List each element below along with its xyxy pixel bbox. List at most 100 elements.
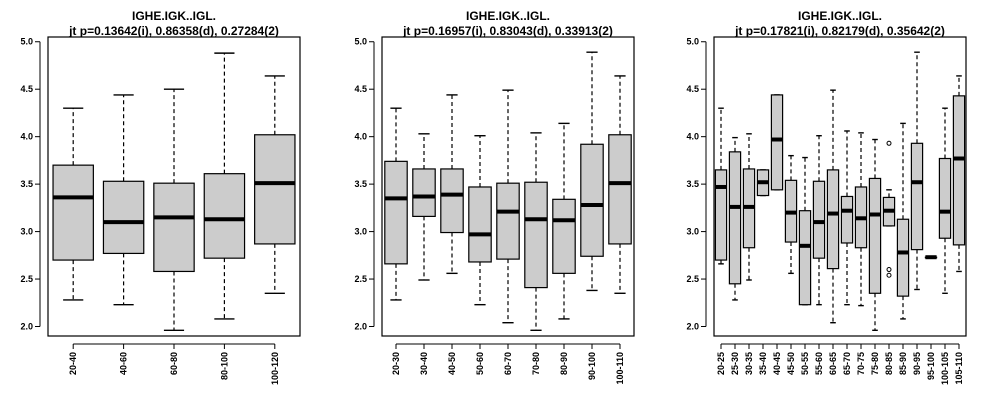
x-tick-label: 85-90 — [898, 352, 908, 375]
x-tick-label: 100-120 — [270, 352, 280, 385]
chart-panel-3: IGHE.IGK..IGL.jt p=0.17821(i), 0.82179(d… — [686, 9, 967, 385]
y-tick-label: 2.5 — [354, 274, 367, 284]
box-iqr — [102, 180, 145, 255]
x-tick-label: 90-95 — [912, 352, 922, 375]
box-iqr — [254, 134, 296, 245]
x-tick-label: 105-110 — [954, 352, 964, 385]
y-tick-label: 3.5 — [20, 179, 33, 189]
box-iqr — [714, 169, 728, 261]
x-tick-label: 65-70 — [842, 352, 852, 375]
box-iqr — [52, 164, 94, 261]
x-tick-label: 50-55 — [800, 352, 810, 375]
plot-frame — [381, 36, 635, 337]
box-30-40 — [412, 133, 436, 281]
x-tick-label: 80-90 — [559, 352, 569, 375]
box-iqr — [840, 195, 854, 244]
x-tick-label: 90-100 — [587, 352, 597, 380]
box-iqr — [552, 198, 576, 274]
x-tick-label: 20-25 — [716, 352, 726, 375]
chart-panel-1: IGHE.IGK..IGL.jt p=0.13642(i), 0.86358(d… — [20, 9, 301, 385]
y-tick-label: 4.5 — [686, 84, 699, 94]
y-tick-label: 4.0 — [686, 132, 699, 142]
x-tick-label: 60-80 — [169, 352, 179, 375]
y-tick-label: 3.0 — [20, 227, 33, 237]
y-tick-label: 2.0 — [686, 322, 699, 332]
box-iqr — [412, 168, 436, 217]
box-100-120 — [254, 75, 296, 294]
y-tick-label: 3.0 — [686, 227, 699, 237]
x-tick-label: 50-60 — [475, 352, 485, 375]
y-tick-label: 3.5 — [686, 179, 699, 189]
y-tick-label: 4.0 — [354, 132, 367, 142]
x-tick-label: 100-105 — [940, 352, 950, 385]
box-25-30 — [728, 136, 742, 301]
box-iqr — [728, 151, 742, 285]
x-tick-label: 35-40 — [758, 352, 768, 375]
x-tick-label: 70-75 — [856, 352, 866, 375]
box-60-70 — [496, 89, 520, 324]
box-40-45 — [770, 94, 784, 191]
y-tick-label: 5.0 — [354, 37, 367, 47]
y-tick-label: 3.0 — [354, 227, 367, 237]
box-iqr — [153, 182, 195, 273]
y-tick-label: 2.0 — [20, 322, 33, 332]
box-iqr — [952, 95, 966, 246]
box-iqr — [496, 182, 520, 260]
box-60-65 — [826, 89, 840, 324]
x-tick-label: 60-70 — [503, 352, 513, 375]
y-tick-label: 4.0 — [20, 132, 33, 142]
y-tick-label: 5.0 — [20, 37, 33, 47]
y-tick-label: 4.5 — [354, 84, 367, 94]
x-tick-label: 80-100 — [219, 352, 229, 380]
box-iqr — [203, 173, 246, 259]
box-65-70 — [840, 130, 854, 306]
box-70-75 — [854, 132, 868, 307]
box-iqr — [524, 181, 548, 289]
plot-frame — [713, 36, 967, 337]
box-105-110 — [952, 75, 966, 273]
outlier-point — [886, 140, 892, 146]
x-tick-label: 70-80 — [531, 352, 541, 375]
x-tick-label: 55-60 — [814, 352, 824, 375]
box-iqr — [910, 142, 924, 251]
chart-subtitle: jt p=0.16957(i), 0.83043(d), 0.33913(2) — [402, 24, 613, 38]
x-tick-label: 95-100 — [926, 352, 936, 380]
x-tick-label: 80-85 — [884, 352, 894, 375]
box-40-50 — [440, 94, 464, 275]
box-100-110 — [608, 75, 632, 294]
x-tick-label: 20-30 — [391, 352, 401, 375]
box-iqr — [608, 134, 632, 245]
chart-panel-2: IGHE.IGK..IGL.jt p=0.16957(i), 0.83043(d… — [354, 9, 635, 385]
box-iqr — [384, 160, 408, 265]
chart-subtitle: jt p=0.13642(i), 0.86358(d), 0.27284(2) — [68, 24, 279, 38]
y-tick-label: 2.5 — [20, 274, 33, 284]
x-tick-label: 20-40 — [68, 352, 78, 375]
box-90-100 — [580, 51, 604, 292]
box-55-60 — [812, 135, 826, 306]
box-20-30 — [384, 107, 408, 301]
box-90-95 — [910, 51, 924, 291]
box-iqr — [440, 168, 464, 234]
chart-title: IGHE.IGK..IGL. — [798, 9, 882, 23]
box-iqr — [826, 169, 840, 270]
box-85-90 — [896, 122, 910, 320]
x-tick-label: 40-60 — [119, 352, 129, 375]
x-tick-label: 30-40 — [419, 352, 429, 375]
x-tick-label: 30-35 — [744, 352, 754, 375]
box-35-40 — [756, 169, 770, 197]
outlier-point — [886, 267, 892, 273]
box-80-100 — [203, 52, 246, 320]
box-40-60 — [102, 94, 145, 306]
box-95-100 — [924, 255, 938, 260]
box-50-60 — [468, 135, 492, 306]
box-100-105 — [938, 107, 952, 294]
box-iqr — [468, 186, 492, 263]
x-tick-label: 100-110 — [615, 352, 625, 385]
box-80-85 — [882, 140, 896, 278]
y-tick-label: 4.5 — [20, 84, 33, 94]
chart-title: IGHE.IGK..IGL. — [132, 9, 216, 23]
y-tick-label: 2.0 — [354, 322, 367, 332]
box-50-55 — [798, 156, 812, 306]
box-20-40 — [52, 107, 94, 301]
